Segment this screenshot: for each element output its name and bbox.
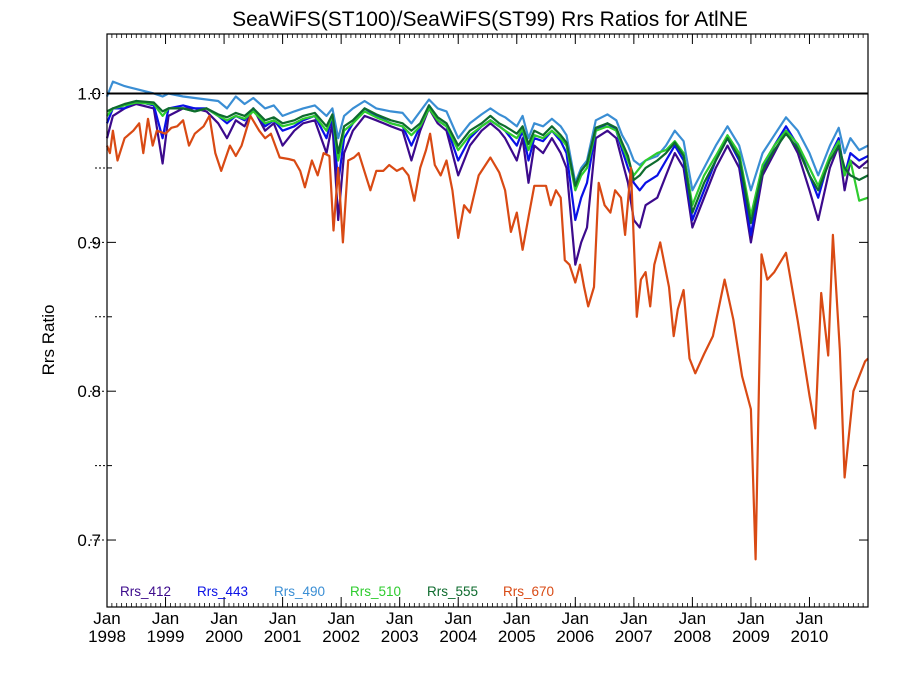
legend-label-rrs-443: Rrs_443: [197, 584, 248, 599]
legend-label-rrs-670: Rrs_670: [503, 584, 554, 599]
y-axis-label: Rrs Ratio: [39, 305, 58, 376]
x-tick-year-label: 2001: [264, 627, 302, 646]
x-tick-month-label: Jan: [327, 609, 354, 628]
x-tick-month-label: Jan: [796, 609, 823, 628]
x-tick-year-label: 2006: [556, 627, 594, 646]
series-line-rrs-490: [105, 80, 869, 192]
x-tick-month-label: Jan: [152, 609, 179, 628]
y-tick-label: 0.9: [77, 233, 101, 252]
x-tick-month-label: Jan: [445, 609, 472, 628]
x-tick-month-label: Jan: [620, 609, 647, 628]
x-tick-year-label: 2007: [615, 627, 653, 646]
series-line-rrs-670: [105, 114, 869, 561]
y-tick-label: 0.7: [77, 531, 101, 550]
y-tick-label: 1.0: [77, 85, 101, 104]
series-line-rrs-555: [106, 99, 869, 225]
x-tick-month-label: Jan: [679, 609, 706, 628]
x-tick-month-label: Jan: [93, 609, 120, 628]
legend: Rrs_412 Rrs_443 Rrs_490 Rrs_510 Rrs_555 Rrs_6…: [120, 584, 554, 599]
series-line-rrs-510: [106, 101, 869, 217]
x-tick-month-label: Jan: [562, 609, 589, 628]
legend-label-rrs-510: Rrs_510: [350, 584, 401, 599]
x-tick-year-label: 2005: [498, 627, 536, 646]
x-tick-month-label: Jan: [269, 609, 296, 628]
axis-layer: 0.70.80.91.0Jan1998Jan1999Jan2000Jan2001…: [77, 34, 869, 646]
y-tick-label: 0.8: [77, 382, 101, 401]
x-tick-year-label: 2002: [322, 627, 360, 646]
x-tick-month-label: Jan: [210, 609, 237, 628]
x-tick-year-label: 2008: [673, 627, 711, 646]
legend-label-rrs-490: Rrs_490: [274, 584, 325, 599]
chart-title: SeaWiFS(ST100)/SeaWiFS(ST99) Rrs Ratios …: [232, 8, 748, 31]
x-tick-year-label: 1998: [88, 627, 126, 646]
legend-label-rrs-555: Rrs_555: [427, 584, 478, 599]
x-tick-year-label: 2010: [791, 627, 829, 646]
x-tick-month-label: Jan: [737, 609, 764, 628]
x-tick-year-label: 1999: [147, 627, 185, 646]
legend-label-rrs-412: Rrs_412: [120, 584, 171, 599]
x-tick-year-label: 2003: [381, 627, 419, 646]
x-tick-month-label: Jan: [386, 609, 413, 628]
x-tick-year-label: 2004: [439, 627, 477, 646]
x-tick-month-label: Jan: [503, 609, 530, 628]
series-layer: [105, 80, 869, 561]
x-tick-year-label: 2009: [732, 627, 770, 646]
x-tick-year-label: 2000: [205, 627, 243, 646]
